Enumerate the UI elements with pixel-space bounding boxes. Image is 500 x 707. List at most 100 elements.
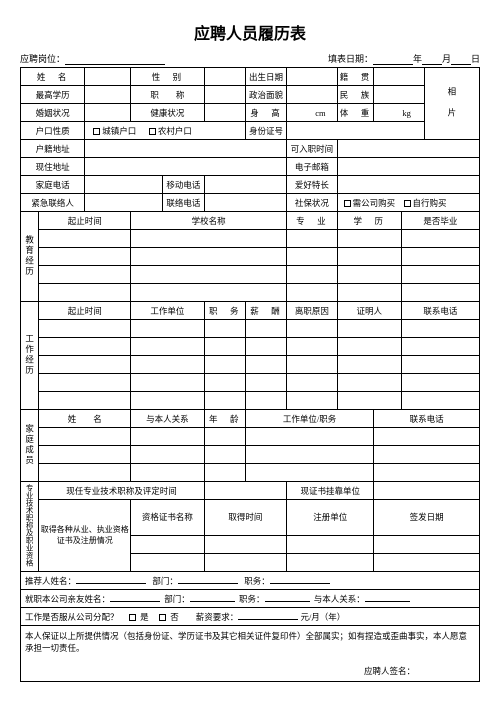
social-field[interactable]: 需公司购买 自行购买 bbox=[337, 194, 479, 212]
table-row[interactable] bbox=[39, 464, 131, 482]
weight-field[interactable] bbox=[374, 104, 402, 122]
town-checkbox[interactable] bbox=[93, 128, 100, 135]
hukou-type-field[interactable]: 城镇户口 农村户口 bbox=[85, 122, 246, 140]
email-label: 电子邮箱 bbox=[287, 158, 337, 176]
day-blank[interactable] bbox=[451, 53, 471, 65]
work-company-label: 工作单位 bbox=[131, 302, 204, 320]
name-label: 姓 名 bbox=[21, 68, 85, 86]
sign-label: 应聘人签名： bbox=[364, 666, 415, 676]
qual-certname-label: 资格证书名称 bbox=[131, 500, 204, 536]
email-field[interactable] bbox=[337, 158, 479, 176]
position-label: 应聘岗位： bbox=[20, 52, 65, 65]
qual-current-label: 现任专业技术职称及评定时间 bbox=[39, 482, 204, 500]
hometel-field[interactable] bbox=[85, 176, 163, 194]
post-blank2[interactable] bbox=[265, 592, 310, 602]
id-label: 身份证号 bbox=[245, 122, 286, 140]
qual-current-field[interactable] bbox=[204, 482, 287, 500]
curaddr-field[interactable] bbox=[85, 158, 287, 176]
mobile-field[interactable] bbox=[204, 176, 287, 194]
work-section-label: 工作经历 bbox=[21, 302, 39, 410]
salary-blank[interactable] bbox=[238, 610, 298, 620]
table-row[interactable] bbox=[39, 356, 131, 374]
dept-blank2[interactable] bbox=[190, 592, 235, 602]
emergency-field[interactable] bbox=[85, 194, 163, 212]
month-blank[interactable] bbox=[422, 53, 442, 65]
family-name-label: 姓 名 bbox=[39, 410, 131, 428]
qual-signdate-label: 签发日期 bbox=[374, 500, 480, 536]
yes-checkbox[interactable] bbox=[129, 614, 136, 621]
post-blank[interactable] bbox=[270, 574, 330, 584]
entry-field[interactable] bbox=[337, 140, 479, 158]
table-row[interactable] bbox=[131, 553, 204, 571]
edu-field[interactable] bbox=[85, 86, 131, 104]
edu-section-label: 教育经历 bbox=[21, 212, 39, 302]
politics-field[interactable] bbox=[287, 86, 337, 104]
relation-blank[interactable] bbox=[365, 592, 410, 602]
work-period-label: 起止时间 bbox=[39, 302, 131, 320]
date-label: 填表日期： bbox=[328, 52, 373, 65]
hobby-label: 爱好特长 bbox=[287, 176, 337, 194]
title-label: 职 称 bbox=[131, 86, 204, 104]
health-field[interactable] bbox=[204, 104, 245, 122]
table-row[interactable] bbox=[39, 374, 131, 392]
name-field[interactable] bbox=[85, 68, 131, 86]
birth-field[interactable] bbox=[287, 68, 337, 86]
qual-obtained-label: 取得各种从业、执业资格证书及注册情况 bbox=[39, 500, 131, 572]
year-blank[interactable] bbox=[373, 53, 413, 65]
height-label: 身 高 bbox=[245, 104, 286, 122]
origin-field[interactable] bbox=[374, 68, 424, 86]
table-row[interactable] bbox=[39, 428, 131, 446]
table-row[interactable] bbox=[39, 320, 131, 338]
cm-unit: cm bbox=[314, 104, 337, 122]
hukou-addr-field[interactable] bbox=[85, 140, 287, 158]
dept-blank[interactable] bbox=[178, 574, 238, 584]
town-label: 城镇户口 bbox=[102, 126, 136, 136]
table-row[interactable] bbox=[39, 446, 131, 464]
gender-field[interactable] bbox=[204, 68, 245, 86]
photo-cell[interactable]: 相 片 bbox=[424, 68, 479, 140]
social-label: 社保状况 bbox=[287, 194, 337, 212]
table-row[interactable] bbox=[39, 338, 131, 356]
table-row[interactable] bbox=[39, 248, 131, 266]
form-title: 应聘人员履历表 bbox=[20, 20, 480, 44]
title-field[interactable] bbox=[204, 86, 245, 104]
post-label2: 职务： bbox=[239, 594, 265, 604]
hobby-field[interactable] bbox=[337, 176, 479, 194]
origin-label: 籍 贯 bbox=[337, 68, 374, 86]
selfbuy-label: 自行购买 bbox=[413, 198, 447, 208]
nation-field[interactable] bbox=[374, 86, 424, 104]
qual-obtaindate-label: 取得时间 bbox=[204, 500, 287, 536]
table-row[interactable] bbox=[39, 392, 131, 410]
hukou-addr-label: 户籍地址 bbox=[21, 140, 85, 158]
rural-checkbox[interactable] bbox=[149, 128, 156, 135]
kg-unit: kg bbox=[401, 104, 424, 122]
assign-label: 工作是否服从公司分配？ bbox=[25, 612, 119, 622]
declaration-text: 本人保证以上所提供情况（包括身份证、学历证书及其它相关证件复印件）全部属实；如有… bbox=[25, 630, 475, 656]
table-row[interactable] bbox=[39, 266, 131, 284]
selfbuy-checkbox[interactable] bbox=[404, 200, 411, 207]
assign-row: 工作是否服从公司分配？ 是 否 薪资要求： 元/月（年） bbox=[21, 607, 480, 625]
hometel-label: 家庭电话 bbox=[21, 176, 85, 194]
qual-regunit-label: 注册单位 bbox=[287, 500, 374, 536]
recommender-blank[interactable] bbox=[76, 574, 146, 584]
work-tel-label: 联系电话 bbox=[401, 302, 479, 320]
relative-blank[interactable] bbox=[110, 592, 160, 602]
needbuy-checkbox[interactable] bbox=[344, 200, 351, 207]
qual-certunit-field[interactable] bbox=[374, 482, 480, 500]
declaration-cell: 本人保证以上所提供情况（包括身份证、学历证书及其它相关证件复印件）全部属实；如有… bbox=[21, 625, 480, 682]
nation-label: 民 族 bbox=[337, 86, 374, 104]
qual-certunit-label: 现证书挂靠单位 bbox=[287, 482, 374, 500]
table-row[interactable] bbox=[131, 535, 204, 553]
position-blank[interactable] bbox=[65, 53, 165, 65]
id-field[interactable] bbox=[287, 122, 425, 140]
curaddr-label: 现住地址 bbox=[21, 158, 85, 176]
marriage-field[interactable] bbox=[85, 104, 131, 122]
recommender-label: 推荐人姓名： bbox=[25, 576, 76, 586]
no-checkbox[interactable] bbox=[159, 614, 166, 621]
emergency-label: 紧急联络人 bbox=[21, 194, 85, 212]
table-row[interactable] bbox=[39, 284, 131, 302]
height-field[interactable] bbox=[287, 104, 315, 122]
contacttel-field[interactable] bbox=[204, 194, 287, 212]
table-row[interactable] bbox=[39, 230, 131, 248]
marriage-label: 婚姻状况 bbox=[21, 104, 85, 122]
